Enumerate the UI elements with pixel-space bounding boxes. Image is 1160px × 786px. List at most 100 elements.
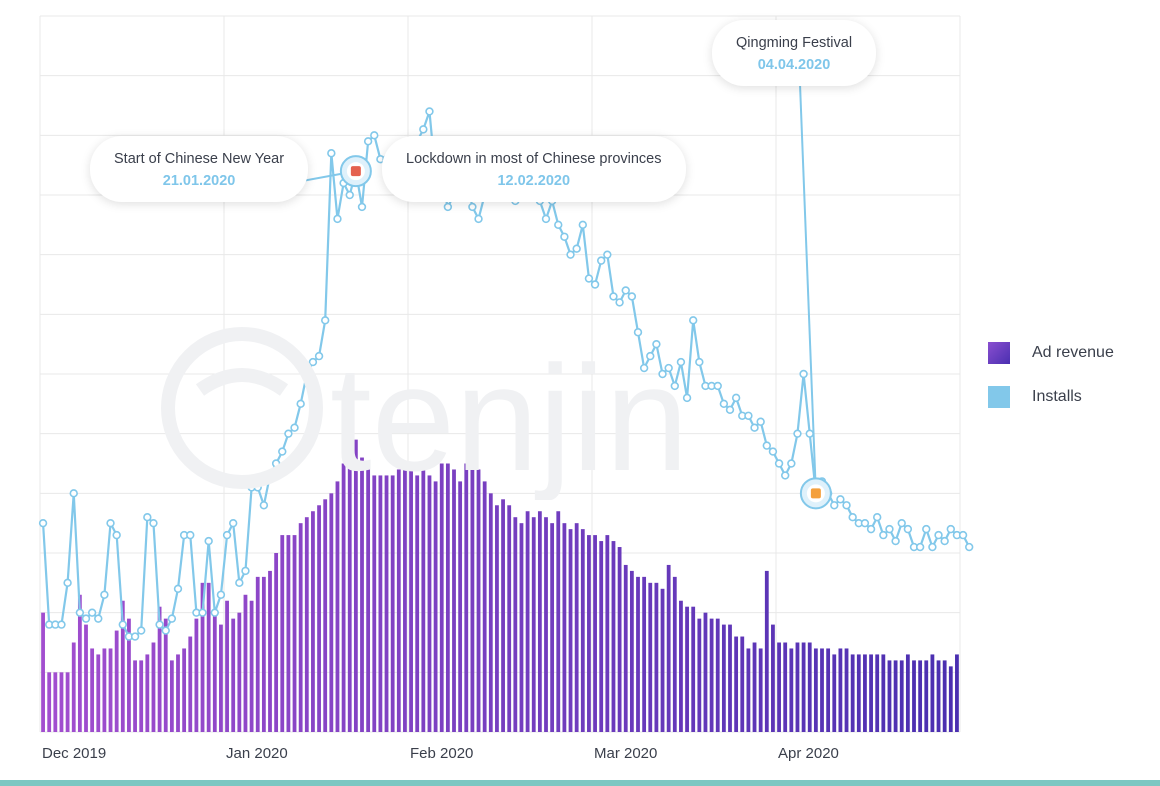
annotation-date: 12.02.2020 (497, 173, 571, 189)
revenue-bar (163, 618, 168, 732)
revenue-bar (715, 618, 720, 732)
revenue-bar (433, 481, 438, 732)
installs-point (235, 578, 244, 588)
installs-point (63, 578, 72, 588)
installs-point (137, 626, 146, 635)
revenue-bar (955, 654, 959, 732)
installs-point (314, 351, 324, 361)
installs-point (590, 280, 600, 289)
revenue-bar (396, 469, 401, 732)
installs-point (554, 220, 563, 230)
revenue-bar (574, 523, 579, 732)
revenue-bar (53, 672, 58, 732)
installs-point (130, 632, 140, 641)
revenue-bar (734, 636, 739, 732)
installs-point (321, 316, 330, 325)
revenue-bar (366, 469, 371, 732)
installs-point (713, 381, 722, 391)
installs-point (658, 369, 667, 379)
revenue-bar (145, 654, 150, 732)
revenue-bar (495, 505, 499, 732)
revenue-bar (875, 654, 880, 732)
installs-point (872, 512, 882, 522)
revenue-bar (268, 570, 272, 732)
revenue-bar (108, 648, 113, 732)
installs-point (940, 536, 949, 546)
revenue-bar (231, 618, 236, 732)
revenue-bar (139, 660, 144, 732)
installs-point (885, 524, 894, 534)
revenue-bar (298, 523, 303, 732)
installs-point (302, 369, 311, 379)
revenue-bar (470, 463, 475, 732)
revenue-bar (378, 475, 383, 732)
revenue-bar (329, 493, 334, 732)
annotation-qingming: Qingming Festival 04.04.2020 (712, 20, 877, 86)
installs-point (265, 471, 275, 480)
legend-label: Ad revenue (1032, 344, 1114, 361)
revenue-bar (169, 660, 174, 732)
revenue-bar (384, 475, 389, 732)
revenue-bar (642, 576, 647, 732)
revenue-bar (292, 535, 297, 732)
revenue-bar (550, 523, 555, 732)
revenue-bar (679, 600, 683, 732)
legend-label: Installs (1032, 388, 1082, 405)
legend-item-installs[interactable]: Installs (988, 384, 1114, 410)
x-tick-label: Jan 2020 (226, 745, 288, 762)
installs-point (229, 518, 238, 528)
installs-point (879, 530, 888, 540)
revenue-bar (758, 648, 763, 732)
revenue-bar (556, 511, 561, 732)
installs-point (787, 459, 796, 468)
installs-point (186, 530, 195, 540)
installs-point (278, 447, 287, 456)
installs-point (94, 614, 103, 623)
installs-point (57, 620, 66, 629)
installs-point (866, 524, 876, 534)
installs-point (327, 149, 336, 158)
revenue-bar (476, 469, 481, 732)
legend-item-ad-revenue[interactable]: Ad revenue (988, 340, 1114, 366)
revenue-bar (464, 463, 469, 732)
grid (39, 15, 961, 733)
revenue-bar (893, 660, 898, 732)
revenue-bar (856, 654, 861, 732)
installs-point (69, 489, 78, 498)
revenue-bar (59, 672, 64, 732)
revenue-bar (427, 475, 432, 732)
revenue-bar (341, 463, 346, 732)
revenue-bar (41, 612, 45, 732)
installs-point (633, 328, 643, 337)
revenue-bar (703, 612, 708, 732)
revenue-bar (335, 481, 340, 732)
installs-point (756, 417, 765, 426)
revenue-bar (832, 654, 837, 732)
installs-point (646, 351, 655, 361)
revenue-bar (930, 654, 935, 732)
revenue-bar (274, 553, 279, 732)
installs-point (566, 250, 575, 259)
installs-point (204, 536, 213, 546)
revenue-bar (697, 618, 702, 732)
installs-point (958, 530, 968, 540)
annotation-date: 04.04.2020 (757, 57, 831, 73)
revenue-bar (513, 517, 518, 732)
revenue-bar (672, 576, 677, 732)
x-tick-label: Mar 2020 (594, 745, 657, 762)
revenue-bar (114, 630, 119, 732)
installs-point (928, 542, 937, 552)
installs-point (719, 399, 729, 409)
x-tick-label: Feb 2020 (410, 745, 473, 762)
revenue-bar (243, 594, 248, 732)
installs-point (830, 501, 839, 510)
installs-point (143, 512, 152, 522)
installs-point (155, 620, 164, 629)
revenue-bar (507, 505, 512, 732)
installs-point (946, 524, 955, 534)
installs-point (774, 459, 784, 468)
revenue-bar (452, 469, 456, 732)
installs-point (627, 292, 637, 301)
revenue-bar (519, 523, 524, 732)
